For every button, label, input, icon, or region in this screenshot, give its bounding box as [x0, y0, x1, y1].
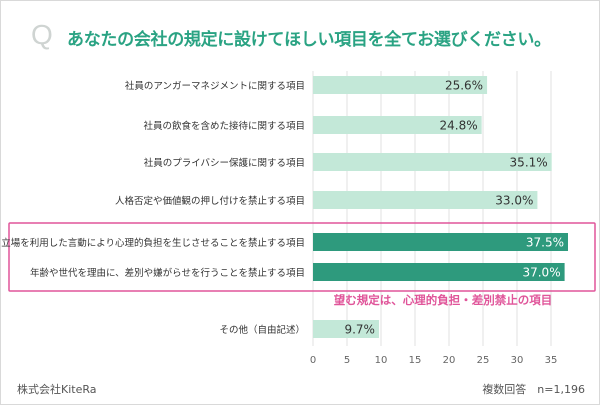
bar [313, 116, 482, 134]
company-name: 株式会社KiteRa [17, 383, 97, 396]
category-label: その他（自由記述） [219, 324, 305, 336]
category-label: 社員の飲食を含めた接待に関する項目 [143, 120, 305, 132]
bar [313, 320, 379, 338]
highlight-box [8, 222, 596, 292]
x-tick-label: 30 [511, 355, 524, 366]
x-tick-label: 0 [310, 355, 316, 366]
bar [313, 76, 488, 94]
value-labels: 25.6% 24.8% 35.1% 33.0% 37.5% 37.0% 9.7% [344, 79, 564, 337]
bar [313, 191, 538, 209]
value-label: 35.1% [510, 156, 548, 170]
annotation-text: 望む規定は、心理的負担・差別禁止の項目 [334, 293, 553, 307]
value-label: 33.0% [495, 194, 533, 208]
value-label: 37.0% [522, 266, 560, 280]
bar [313, 263, 565, 281]
bar [313, 233, 568, 251]
category-labels: 社員のアンガーマネジメントに関する項目社員の飲食を含めた接待に関する項目社員のプ… [1, 80, 305, 336]
question-mark-icon: Q [31, 19, 53, 50]
value-label: 9.7% [344, 323, 375, 337]
value-label: 24.8% [440, 119, 478, 133]
category-label: 年齢や世代を理由に、差別や嫌がらせを行うことを禁止する項目 [30, 267, 305, 279]
category-label: 立場を利用した言動により心理的負担を生じさせることを禁止する項目 [1, 237, 305, 249]
highlight-box-layer [8, 222, 596, 292]
x-tick-label: 10 [375, 355, 388, 366]
question-title: あなたの会社の規定に設けてほしい項目を全てお選びください。 [67, 30, 551, 50]
category-label: 人格否定や価値観の押し付けを禁止する項目 [115, 195, 305, 207]
category-label: 社員のプライバシー保護に関する項目 [144, 157, 305, 169]
x-tick-label: 35 [545, 355, 558, 366]
x-tick-label: 5 [344, 355, 350, 366]
value-label: 37.5% [526, 236, 564, 250]
sample-note: 複数回答 n=1,196 [482, 383, 585, 396]
x-tick-label: 25 [477, 355, 490, 366]
bars [313, 76, 568, 338]
x-tick-label: 15 [409, 355, 422, 366]
x-tick-label: 20 [443, 355, 456, 366]
value-label: 25.6% [445, 79, 483, 93]
category-label: 社員のアンガーマネジメントに関する項目 [125, 80, 305, 92]
x-axis-ticks: 0 5 10 15 20 25 30 35 [310, 355, 558, 366]
bar [313, 153, 552, 171]
